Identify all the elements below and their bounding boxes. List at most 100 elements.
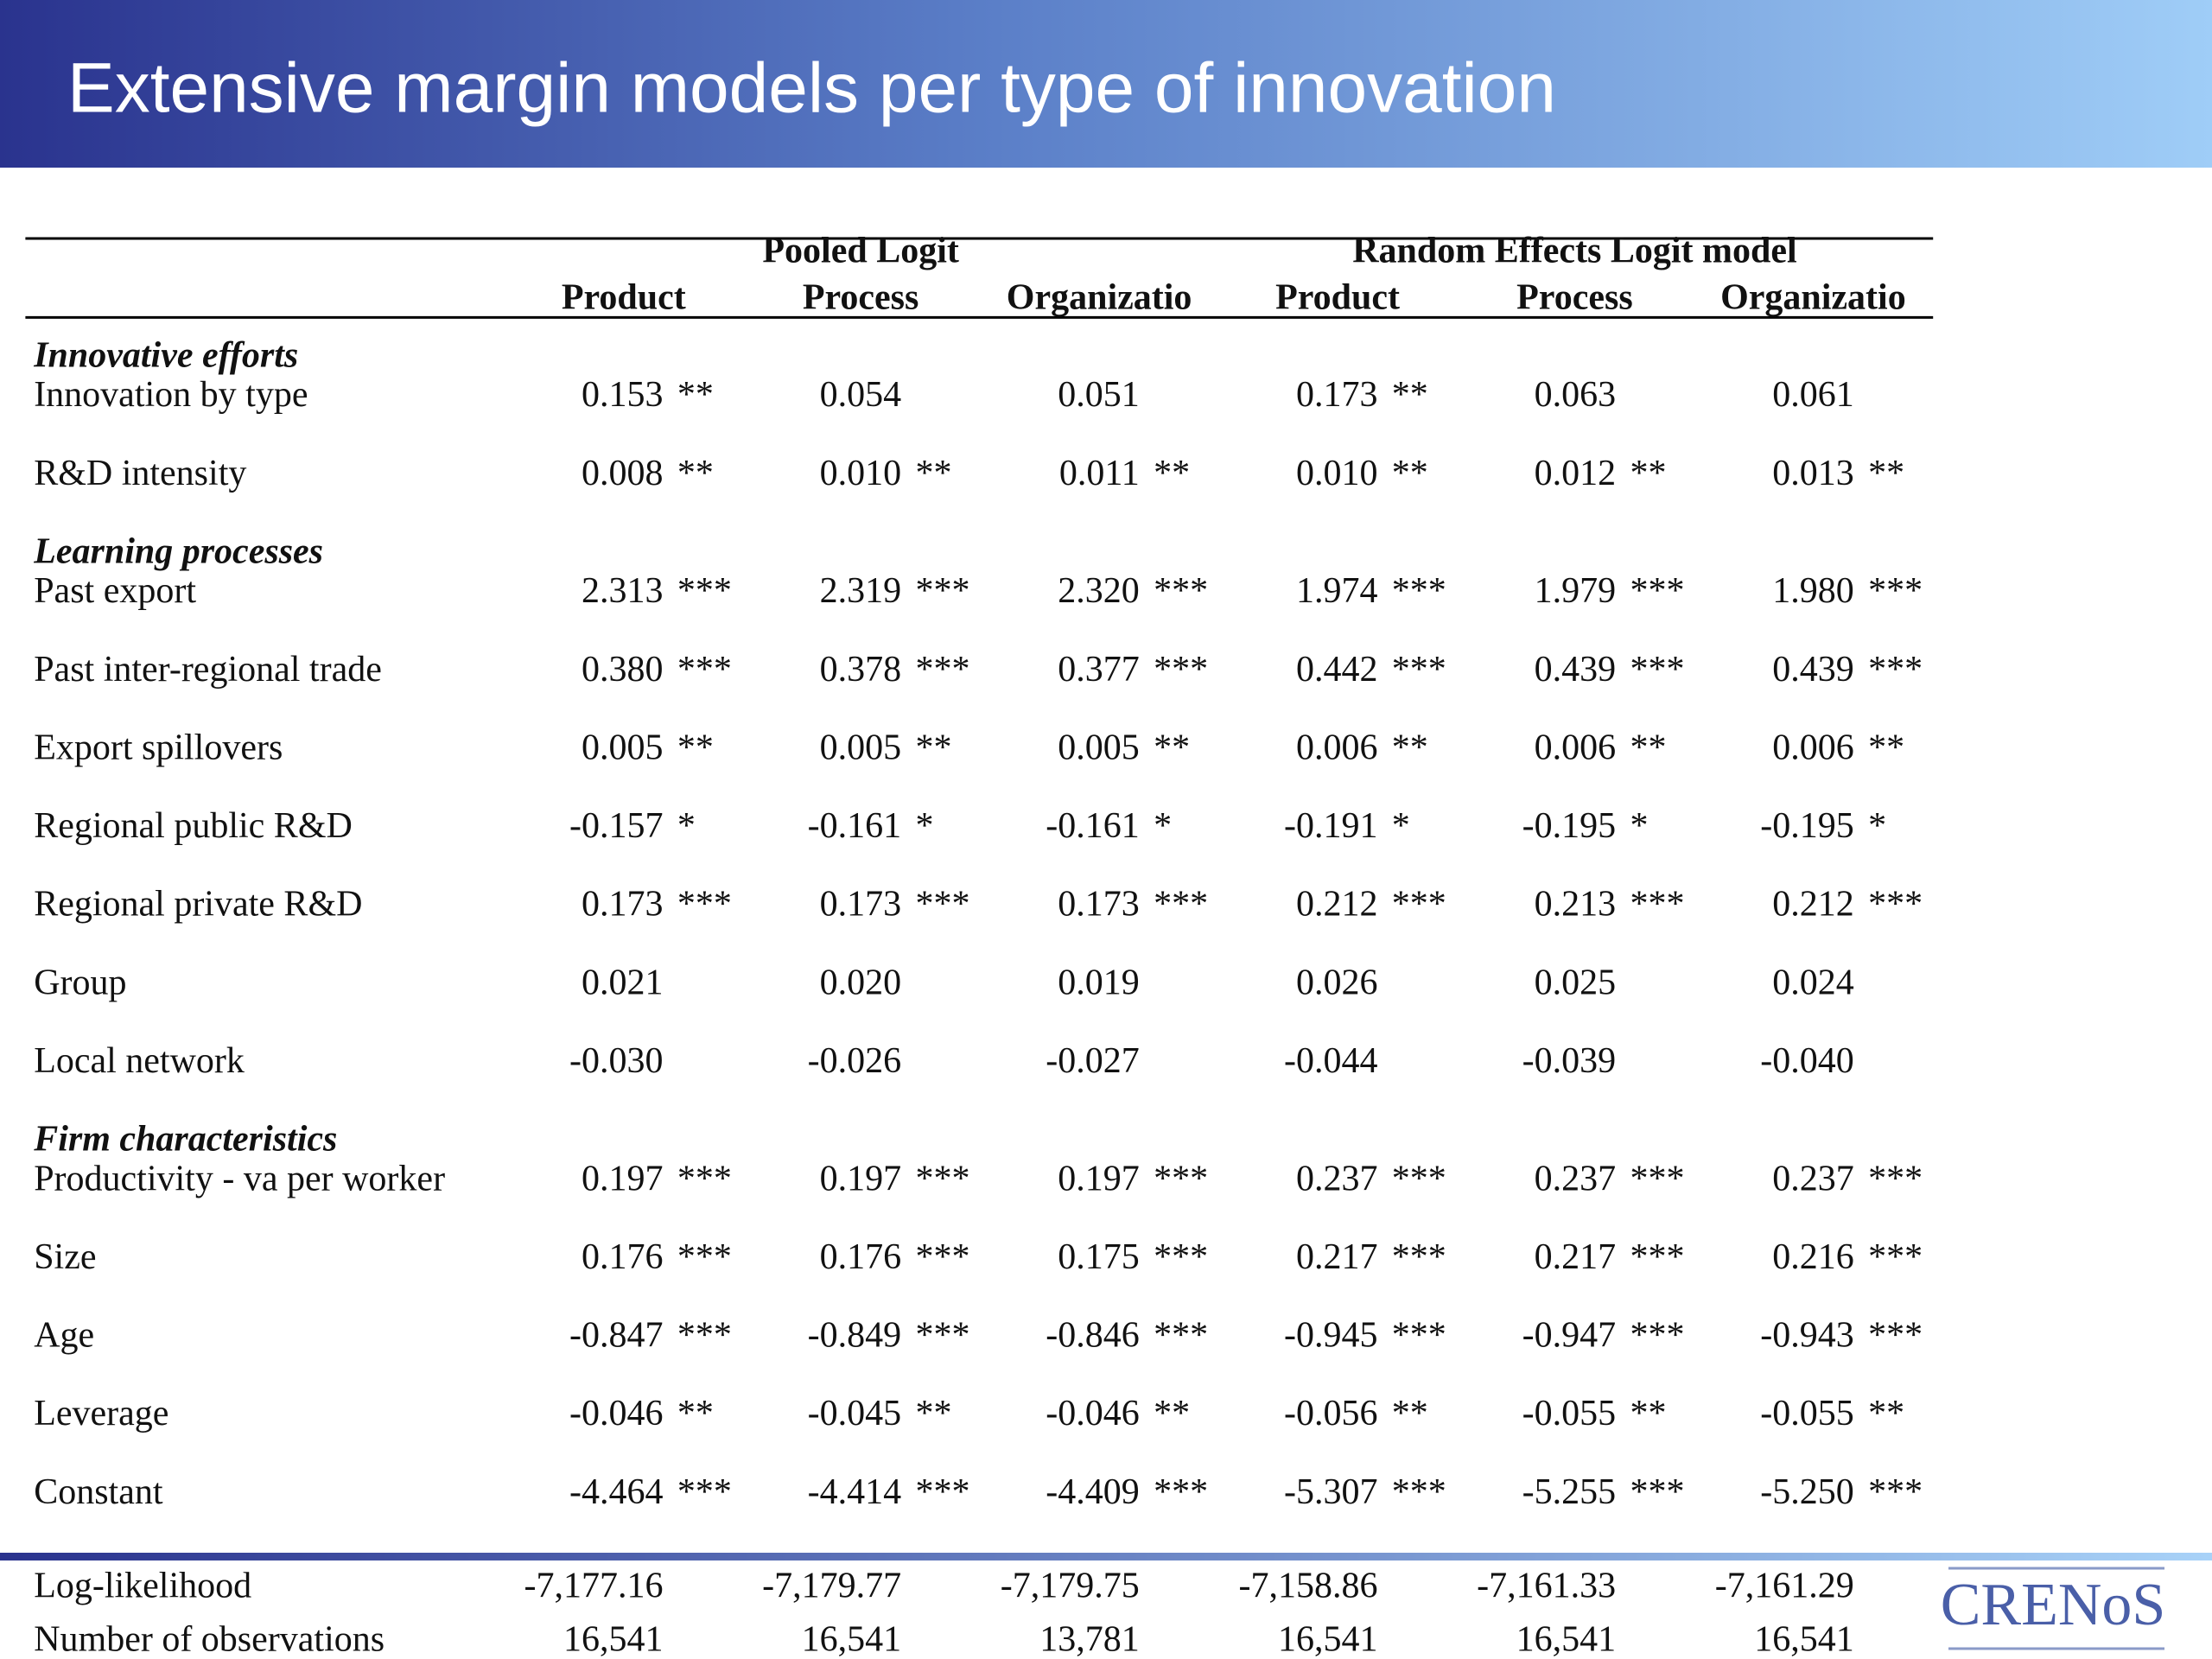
- cell-stars: **: [1154, 454, 1190, 493]
- cell-value: 0.012: [1535, 454, 1617, 493]
- cell-stars: ***: [1392, 885, 1446, 925]
- cell-value: 0.197: [820, 1159, 902, 1198]
- cell-value: -0.157: [569, 806, 664, 846]
- row-label: Size: [34, 1237, 96, 1277]
- row-label: Group: [34, 963, 126, 1002]
- cell-value: -0.027: [1046, 1041, 1140, 1081]
- cell-value: -0.195: [1522, 806, 1617, 846]
- cell-stars: *: [1392, 806, 1410, 846]
- cell-value: 0.378: [820, 650, 902, 690]
- cell-value: -5.255: [1522, 1472, 1617, 1512]
- cell-value: -0.046: [569, 1394, 664, 1433]
- cell-value: 0.026: [1296, 963, 1378, 1002]
- cell-stars: *: [1154, 806, 1172, 846]
- cell-value: -7,158.86: [1238, 1566, 1377, 1605]
- cell-stars: ***: [1868, 650, 1923, 690]
- cell-value: 0.197: [1058, 1159, 1140, 1198]
- cell-stars: ***: [915, 885, 969, 925]
- cell-stars: ***: [1868, 1237, 1923, 1277]
- cell-stars: ***: [1154, 650, 1208, 690]
- cell-value: 0.011: [1059, 454, 1140, 493]
- cell-value: 0.008: [582, 454, 664, 493]
- cell-value: 0.213: [1535, 885, 1617, 925]
- cell-value: 0.010: [1296, 454, 1378, 493]
- cell-stars: **: [677, 375, 714, 415]
- cell-stars: ***: [1868, 1159, 1923, 1198]
- cell-value: 0.006: [1535, 728, 1617, 767]
- row-label: Log-likelihood: [34, 1566, 251, 1605]
- cell-value: 2.313: [582, 571, 664, 611]
- cell-value: 0.005: [1058, 728, 1140, 767]
- row-label: Innovation by type: [34, 375, 308, 415]
- cell-value: 0.006: [1772, 728, 1854, 767]
- cell-value: 16,541: [1754, 1619, 1854, 1659]
- cell-value: 0.217: [1296, 1237, 1378, 1277]
- row-label: Regional public R&D: [34, 806, 353, 846]
- cell-stars: **: [1392, 375, 1428, 415]
- cell-value: 0.025: [1535, 963, 1617, 1002]
- cell-value: -0.040: [1760, 1041, 1854, 1081]
- cell-value: -7,179.77: [762, 1566, 901, 1605]
- footer-line: [0, 1553, 2212, 1560]
- cell-value: 0.051: [1058, 375, 1140, 415]
- cell-value: -7,161.29: [1715, 1566, 1854, 1605]
- cell-value: 0.020: [820, 963, 902, 1002]
- cell-stars: ***: [1630, 1316, 1684, 1356]
- cell-stars: ***: [1630, 571, 1684, 611]
- cell-value: -7,161.33: [1477, 1566, 1616, 1605]
- column-header: Product: [562, 277, 686, 317]
- cell-value: 0.237: [1296, 1159, 1378, 1198]
- row-label: Productivity - va per worker: [34, 1159, 445, 1198]
- cell-value: 0.217: [1535, 1237, 1617, 1277]
- cell-stars: ***: [915, 571, 969, 611]
- cell-stars: *: [1630, 806, 1648, 846]
- cell-value: 0.173: [1296, 375, 1378, 415]
- cell-stars: **: [677, 728, 714, 767]
- cell-value: 0.010: [820, 454, 902, 493]
- row-label: Export spillovers: [34, 728, 283, 767]
- cell-value: -7,177.16: [524, 1566, 664, 1605]
- cell-stars: ***: [677, 1316, 732, 1356]
- cell-stars: ***: [677, 1472, 732, 1512]
- cell-value: 1.980: [1772, 571, 1854, 611]
- cell-stars: ***: [1868, 885, 1923, 925]
- section-title: Innovative efforts: [33, 335, 298, 375]
- cell-value: 2.320: [1058, 571, 1140, 611]
- cell-stars: ***: [1630, 1472, 1684, 1512]
- row-label: Constant: [34, 1472, 163, 1512]
- cell-value: -0.847: [569, 1316, 664, 1356]
- cell-stars: ***: [915, 1159, 969, 1198]
- cell-stars: *: [1868, 806, 1886, 846]
- cell-stars: **: [1392, 454, 1428, 493]
- cell-value: 0.019: [1058, 963, 1140, 1002]
- cell-value: 0.005: [820, 728, 902, 767]
- cell-value: 1.979: [1535, 571, 1617, 611]
- cell-value: 0.377: [1058, 650, 1140, 690]
- column-header: Product: [1275, 277, 1400, 317]
- cell-stars: **: [1392, 1394, 1428, 1433]
- cell-value: 0.212: [1772, 885, 1854, 925]
- cell-stars: **: [677, 454, 714, 493]
- cell-stars: ***: [677, 1237, 732, 1277]
- cell-value: -0.046: [1046, 1394, 1140, 1433]
- cell-stars: ***: [677, 885, 732, 925]
- cell-value: -0.945: [1284, 1316, 1378, 1356]
- cell-stars: ***: [1392, 1159, 1446, 1198]
- cell-value: 0.005: [582, 728, 664, 767]
- cell-value: 0.173: [1058, 885, 1140, 925]
- cell-stars: ***: [1392, 571, 1446, 611]
- cell-stars: ***: [1392, 1237, 1446, 1277]
- cell-value: 0.176: [582, 1237, 664, 1277]
- cell-stars: ***: [1392, 650, 1446, 690]
- column-header: Organizatio: [1720, 277, 1906, 317]
- cell-value: 0.197: [582, 1159, 664, 1198]
- cell-stars: ***: [1154, 1472, 1208, 1512]
- cell-stars: *: [677, 806, 696, 846]
- group-header: Random Effects Logit model: [1352, 232, 1796, 271]
- cell-value: 0.013: [1772, 454, 1854, 493]
- cell-stars: **: [915, 1394, 951, 1433]
- cell-value: -7,179.75: [1001, 1566, 1140, 1605]
- cell-value: -0.026: [808, 1041, 902, 1081]
